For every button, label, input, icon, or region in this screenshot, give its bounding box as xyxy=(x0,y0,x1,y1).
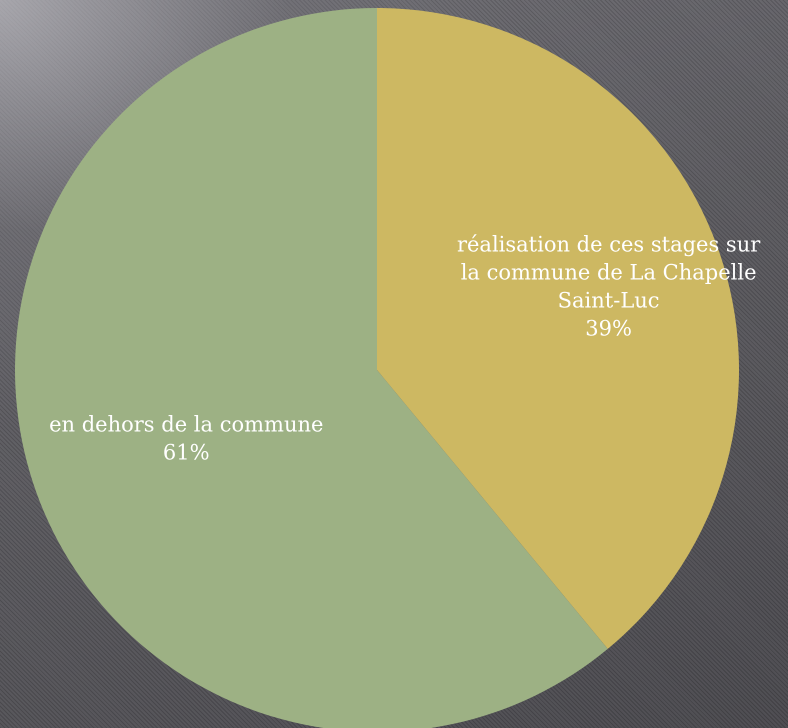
pie-slice-2-label: en dehors de la commune 61% xyxy=(49,413,323,465)
slice-category-label-line: Saint-Luc xyxy=(558,289,660,313)
pie-slice-1-label: réalisation de ces stages sur la commune … xyxy=(457,233,761,341)
slice-category-label-line: en dehors de la commune xyxy=(49,413,323,437)
pie-slice-2 xyxy=(15,8,608,728)
slice-category-label-line: réalisation de ces stages sur xyxy=(457,233,761,257)
slice-percent-label: 61% xyxy=(163,441,210,465)
slice-percent-label: 39% xyxy=(585,317,632,341)
slice-category-label-line: la commune de La Chapelle xyxy=(461,261,757,285)
pie-slice-1 xyxy=(377,8,740,649)
